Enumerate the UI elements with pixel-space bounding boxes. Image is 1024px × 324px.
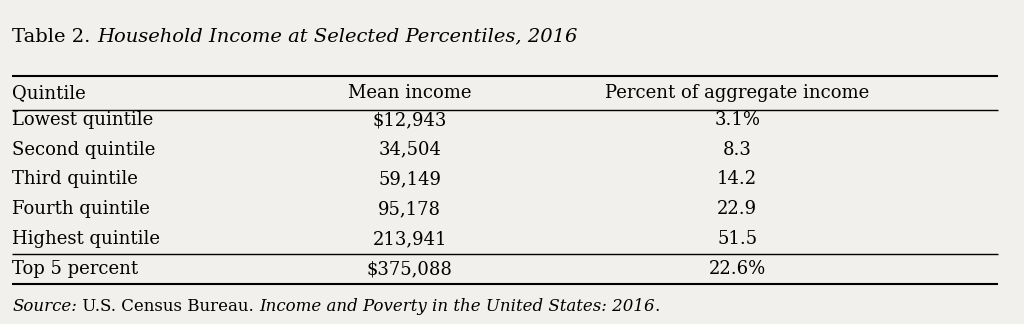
Text: 22.9: 22.9 bbox=[717, 200, 758, 218]
Text: 3.1%: 3.1% bbox=[715, 111, 760, 129]
Text: $375,088: $375,088 bbox=[367, 260, 453, 278]
Text: 34,504: 34,504 bbox=[378, 141, 441, 159]
Text: Income and Poverty in the United States: 2016: Income and Poverty in the United States:… bbox=[259, 298, 654, 315]
Text: 95,178: 95,178 bbox=[378, 200, 441, 218]
Text: $12,943: $12,943 bbox=[373, 111, 446, 129]
Text: Top 5 percent: Top 5 percent bbox=[12, 260, 138, 278]
Text: Household Income at Selected Percentiles, 2016: Household Income at Selected Percentiles… bbox=[97, 28, 578, 46]
Text: Lowest quintile: Lowest quintile bbox=[12, 111, 154, 129]
Text: Percent of aggregate income: Percent of aggregate income bbox=[605, 84, 869, 102]
Text: .: . bbox=[654, 298, 660, 315]
Text: 51.5: 51.5 bbox=[717, 230, 758, 248]
Text: Table 2.: Table 2. bbox=[12, 28, 97, 46]
Text: Fourth quintile: Fourth quintile bbox=[12, 200, 151, 218]
Text: 59,149: 59,149 bbox=[378, 170, 441, 189]
Text: Quintile: Quintile bbox=[12, 84, 86, 102]
Text: Mean income: Mean income bbox=[348, 84, 471, 102]
Text: 213,941: 213,941 bbox=[373, 230, 446, 248]
Text: Third quintile: Third quintile bbox=[12, 170, 138, 189]
Text: Second quintile: Second quintile bbox=[12, 141, 156, 159]
Text: 14.2: 14.2 bbox=[717, 170, 758, 189]
Text: U.S. Census Bureau.: U.S. Census Bureau. bbox=[77, 298, 259, 315]
Text: 8.3: 8.3 bbox=[723, 141, 752, 159]
Text: Source:: Source: bbox=[12, 298, 77, 315]
Text: 22.6%: 22.6% bbox=[709, 260, 766, 278]
Text: Highest quintile: Highest quintile bbox=[12, 230, 161, 248]
